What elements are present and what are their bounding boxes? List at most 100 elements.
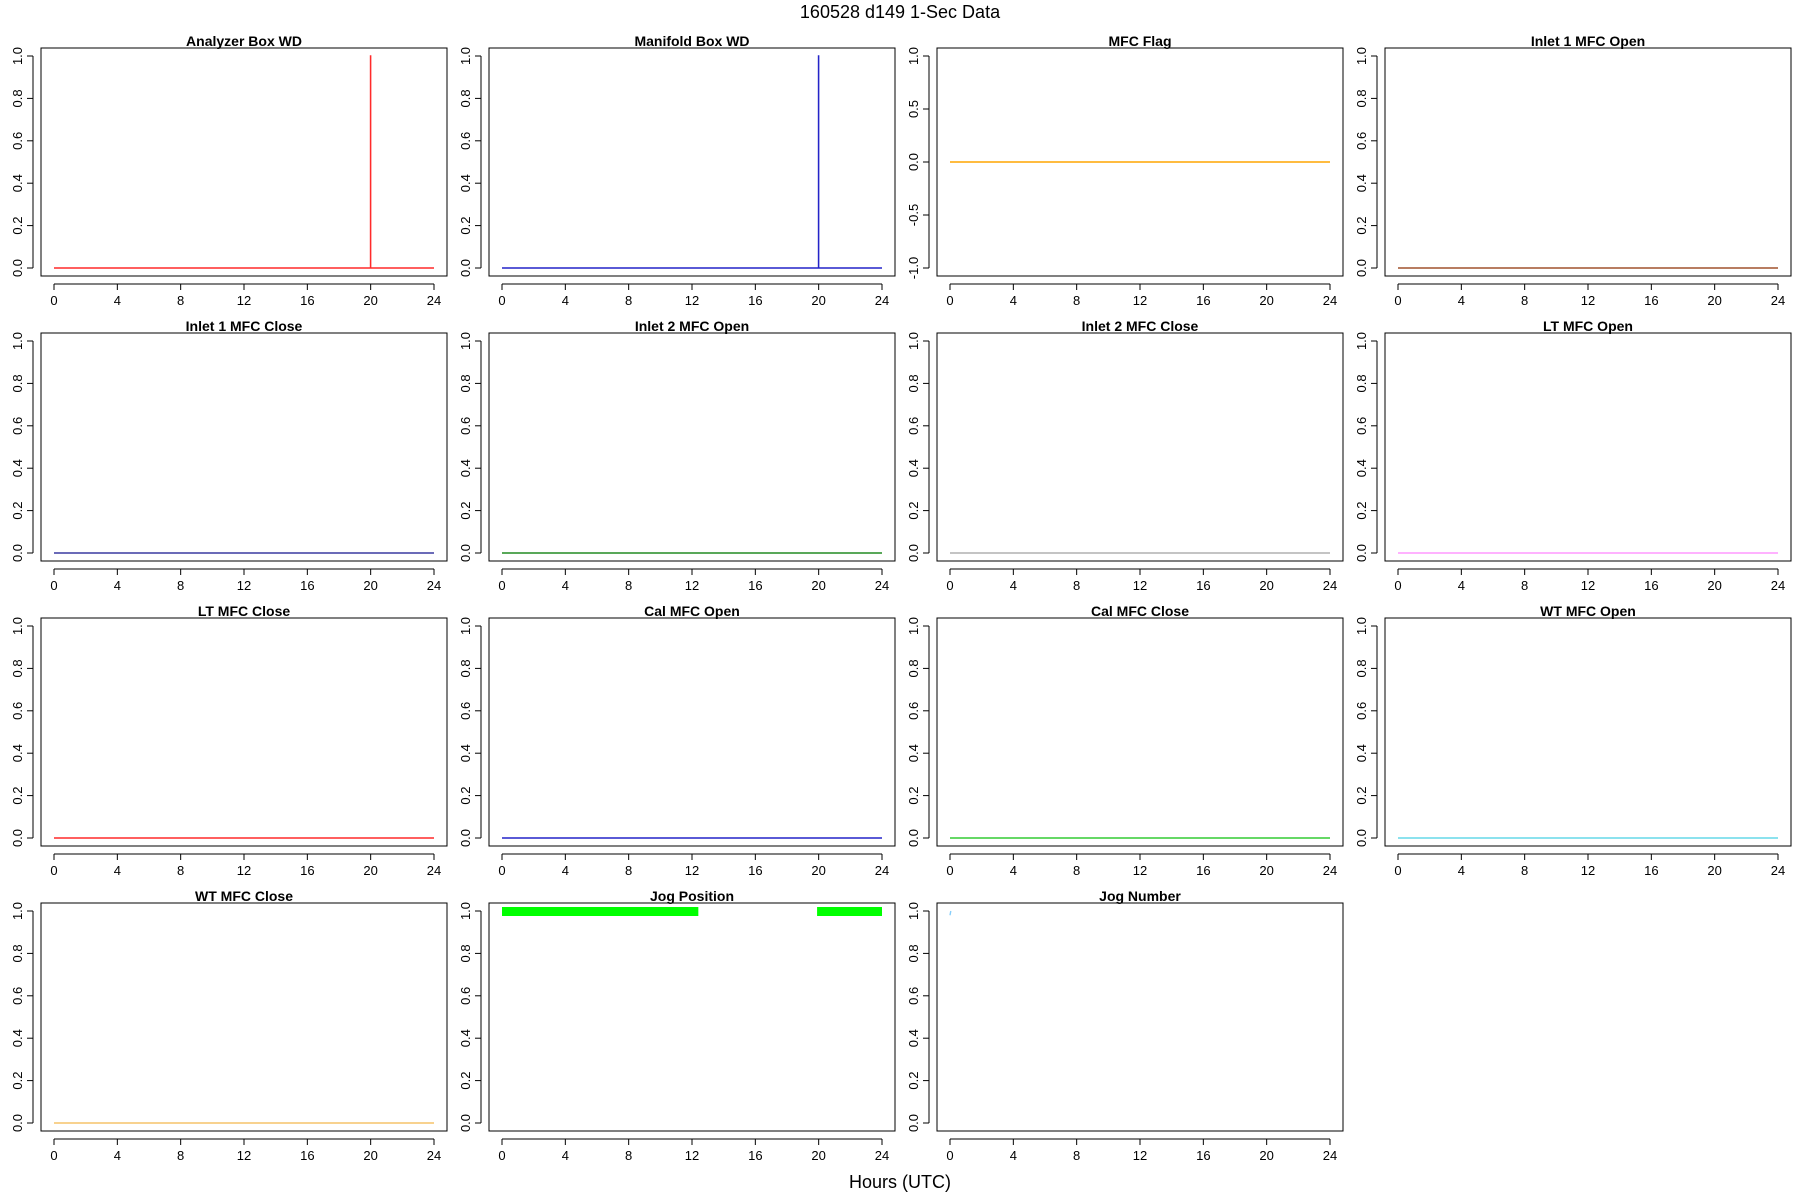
y-tick-label: 1.0 (1354, 332, 1369, 350)
y-tick-label: 0.0 (1354, 829, 1369, 847)
x-tick-label: 8 (177, 293, 184, 308)
y-tick-label: 0.0 (10, 1114, 25, 1132)
y-tick-label: 0.4 (458, 174, 473, 192)
y-tick-label: 0.4 (10, 459, 25, 477)
y-tick-label: 0.4 (10, 174, 25, 192)
panel-title: Inlet 2 MFC Open (635, 318, 749, 334)
y-tick-label: 0.0 (906, 829, 921, 847)
y-tick-label: 0.4 (458, 1029, 473, 1047)
y-tick-label: 1.0 (906, 902, 921, 920)
x-tick-label: 12 (685, 863, 699, 878)
panel-2: MFC Flag 0 4 8 12 16 20 24 -1.0 -0.5 0.0 0.5 1.0 (906, 33, 1344, 308)
x-tick-label: 16 (300, 293, 314, 308)
x-tick-label: 24 (1323, 293, 1337, 308)
y-tick-label: 0.4 (906, 1029, 921, 1047)
x-tick-label: 0 (498, 863, 505, 878)
plot-frame (488, 617, 896, 847)
y-tick-label: 0.6 (1354, 417, 1369, 435)
panel-grid: Analyzer Box WD 0 4 8 12 16 20 24 0.0 0.2 0.4 0.6 0.… (10, 33, 1792, 1163)
y-tick-label: 0.2 (458, 217, 473, 235)
x-tick-label: 4 (1010, 578, 1017, 593)
x-tick-label: 20 (363, 1148, 377, 1163)
y-tick-label: 0.8 (10, 659, 25, 677)
x-tick-label: 24 (875, 1148, 889, 1163)
y-tick-label: 0.4 (906, 459, 921, 477)
panel-1: Manifold Box WD 0 4 8 12 16 20 24 0.0 0.2 0.4 0.6 0.… (458, 33, 896, 308)
y-tick-label: 0.4 (458, 744, 473, 762)
panel-title: Manifold Box WD (634, 33, 749, 49)
plot-frame (936, 902, 1344, 1132)
x-tick-label: 0 (50, 293, 57, 308)
y-tick-label: 0.4 (10, 1029, 25, 1047)
panel-title: Inlet 1 MFC Close (186, 318, 303, 334)
x-tick-label: 12 (1133, 293, 1147, 308)
panel-10: Cal MFC Close 0 4 8 12 16 20 24 0.0 0.2 0.4 0.6 0.8 1… (906, 603, 1344, 878)
y-tick-label: 0.8 (906, 659, 921, 677)
y-tick-label: 0.0 (10, 259, 25, 277)
y-tick-label: 0.8 (458, 374, 473, 392)
x-tick-label: 20 (1707, 293, 1721, 308)
y-tick-label: 0.5 (906, 100, 921, 118)
y-tick-label: 0.6 (458, 132, 473, 150)
panel-title: Jog Position (650, 888, 734, 904)
y-tick-label: 0.8 (1354, 89, 1369, 107)
y-tick-label: 0.6 (10, 987, 25, 1005)
x-tick-label: 4 (1458, 293, 1465, 308)
x-tick-label: 0 (498, 1148, 505, 1163)
x-tick-label: 0 (1394, 293, 1401, 308)
plot-frame (488, 47, 896, 277)
x-tick-label: 24 (875, 863, 889, 878)
plot-frame (40, 332, 448, 562)
y-tick-label: 0.2 (906, 502, 921, 520)
x-tick-label: 20 (811, 578, 825, 593)
y-tick-label: 0.4 (10, 744, 25, 762)
x-tick-label: 8 (625, 863, 632, 878)
x-tick-label: 8 (1073, 863, 1080, 878)
x-tick-label: 16 (748, 578, 762, 593)
y-tick-label: 0.2 (1354, 217, 1369, 235)
y-tick-label: 0.0 (1354, 544, 1369, 562)
y-tick-label: 0.6 (906, 702, 921, 720)
x-tick-label: 8 (177, 578, 184, 593)
x-tick-label: 12 (1133, 1148, 1147, 1163)
x-tick-label: 4 (114, 578, 121, 593)
y-tick-label: 0.6 (906, 417, 921, 435)
x-tick-label: 4 (114, 863, 121, 878)
panel-4: Inlet 1 MFC Close 0 4 8 12 16 20 24 0.0 0.2 0.4 0.6… (10, 318, 448, 593)
plot-frame (1384, 47, 1792, 277)
x-tick-label: 24 (1771, 578, 1785, 593)
x-tick-label: 0 (1394, 863, 1401, 878)
panel-12: WT MFC Close 0 4 8 12 16 20 24 0.0 0.2 0.4 0.6 0.8 1.… (10, 888, 448, 1163)
y-tick-label: 1.0 (10, 47, 25, 65)
y-tick-label: 0.6 (10, 702, 25, 720)
y-tick-label: 0.8 (10, 944, 25, 962)
x-tick-label: 12 (685, 1148, 699, 1163)
x-tick-label: 12 (237, 293, 251, 308)
x-tick-label: 24 (1323, 1148, 1337, 1163)
x-tick-label: 4 (562, 578, 569, 593)
x-tick-label: 24 (1771, 293, 1785, 308)
plot-frame (936, 617, 1344, 847)
y-tick-label: 0.0 (906, 1114, 921, 1132)
panel-3: Inlet 1 MFC Open 0 4 8 12 16 20 24 0.0 0.2 0.4 0.6 0… (1354, 33, 1792, 308)
x-tick-label: 0 (946, 293, 953, 308)
x-tick-label: 4 (562, 293, 569, 308)
x-tick-label: 24 (875, 293, 889, 308)
x-tick-label: 8 (625, 293, 632, 308)
x-tick-label: 0 (1394, 578, 1401, 593)
x-tick-label: 0 (498, 578, 505, 593)
x-tick-label: 24 (427, 293, 441, 308)
y-tick-label: 0.8 (1354, 374, 1369, 392)
y-tick-label: 1.0 (458, 332, 473, 350)
y-tick-label: 1.0 (10, 617, 25, 635)
y-tick-label: 0.4 (1354, 174, 1369, 192)
x-tick-label: 0 (50, 1148, 57, 1163)
x-tick-label: 12 (1581, 293, 1595, 308)
x-tick-label: 16 (300, 863, 314, 878)
plot-frame (936, 47, 1344, 277)
y-tick-label: 1.0 (458, 902, 473, 920)
y-tick-label: 0.0 (906, 544, 921, 562)
plot-frame (1384, 332, 1792, 562)
x-tick-label: 12 (1581, 578, 1595, 593)
